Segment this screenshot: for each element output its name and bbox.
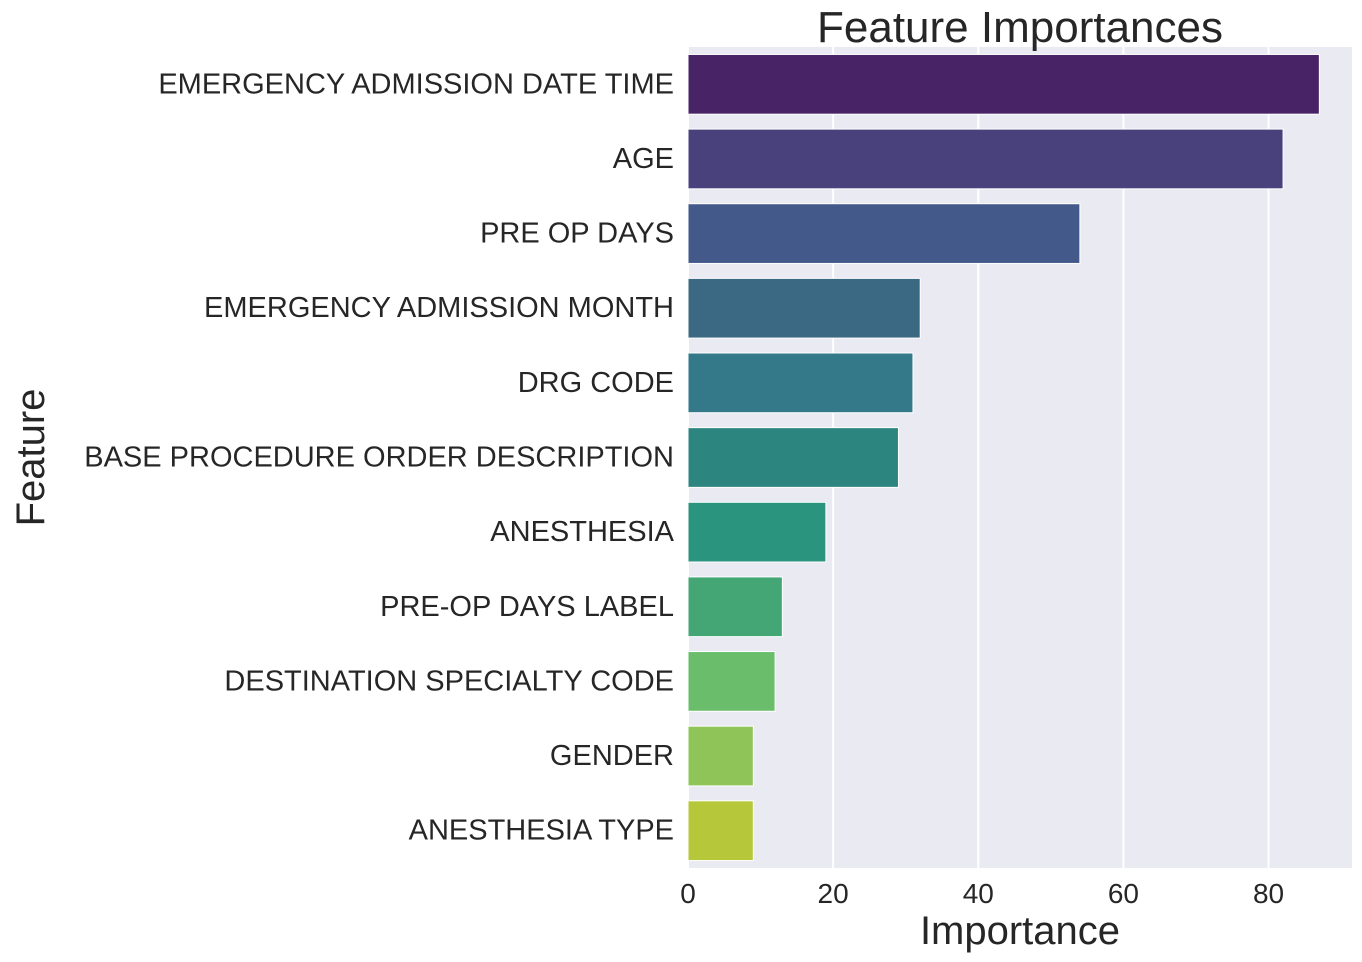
x-tick-labels: 0 20 40 60 80 [680, 878, 1284, 909]
bar-anesthesia [687, 501, 827, 563]
y-tick-label: ANESTHESIA TYPE [409, 815, 674, 847]
bar-anesthesia-type [687, 800, 754, 862]
bar-base-procedure-order-description [687, 427, 899, 488]
bar-age [687, 128, 1284, 190]
bars [687, 53, 1320, 862]
bar-destination-specialty-code [687, 651, 776, 712]
x-tick-label: 80 [1253, 878, 1284, 909]
y-tick-label: PRE-OP DAYS LABEL [380, 591, 674, 623]
y-tick-label: AGE [613, 143, 674, 175]
bar-drg-code [687, 352, 914, 414]
y-tick-label: DRG CODE [518, 367, 674, 399]
x-tick-label: 40 [963, 878, 994, 909]
x-tick-label: 0 [680, 878, 696, 909]
bar-emergency-admission-date-time [687, 53, 1320, 115]
y-axis-label: Feature [9, 389, 53, 527]
y-tick-label: EMERGENCY ADMISSION DATE TIME [158, 68, 674, 100]
y-tick-label: PRE OP DAYS [480, 218, 674, 250]
bar-gender [687, 725, 754, 787]
x-axis-label: Importance [920, 909, 1120, 953]
y-tick-label: BASE PROCEDURE ORDER DESCRIPTION [84, 442, 674, 474]
x-tick-label: 20 [818, 878, 849, 909]
bar-emergency-admission-month [687, 277, 921, 339]
y-tick-labels: EMERGENCY ADMISSION DATE TIME AGE PRE OP D… [84, 68, 674, 846]
y-tick-label: DESTINATION SPECIALTY CODE [224, 665, 674, 697]
bar-pre-op-days [687, 203, 1081, 264]
chart-title: Feature Importances [817, 3, 1223, 52]
y-tick-label: ANESTHESIA [490, 516, 674, 548]
y-tick-label: EMERGENCY ADMISSION MONTH [204, 292, 674, 324]
x-tick-label: 60 [1108, 878, 1139, 909]
y-tick-label: GENDER [550, 740, 674, 772]
bar-pre-op-days-label [687, 576, 783, 638]
